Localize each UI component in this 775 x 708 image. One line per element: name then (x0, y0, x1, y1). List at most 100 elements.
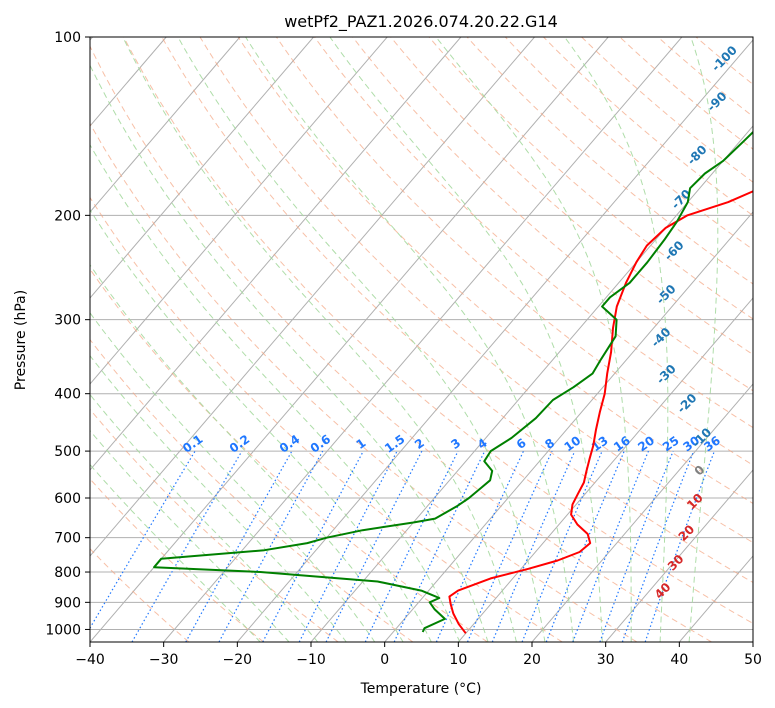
isotherm-line (678, 555, 753, 642)
isotherm-line (90, 37, 462, 471)
mixing-ratio-line (90, 450, 196, 630)
dry-adiabat-line (90, 478, 264, 642)
isotherm-line (163, 37, 683, 642)
dry-adiabat-line (390, 37, 753, 356)
mixing-ratio-label: 0.4 (277, 432, 302, 456)
x-tick-label: 0 (380, 652, 389, 668)
dry-adiabat-line (90, 196, 563, 642)
mixing-ratio-line (491, 450, 576, 642)
x-tick-label: −20 (223, 652, 253, 668)
mixing-ratio-line (364, 450, 459, 642)
y-tick-label: 1000 (45, 622, 81, 638)
dry-adiabat-line (90, 408, 339, 642)
y-tick-label: 900 (54, 595, 81, 611)
mixing-ratio-line (466, 450, 553, 642)
isotherm-line (531, 383, 753, 642)
mixing-ratio-label: 2 (412, 436, 427, 452)
dry-adiabat-line (90, 122, 638, 642)
dry-adiabat-line (90, 268, 488, 642)
x-tick-label: 40 (670, 652, 688, 668)
y-tick-label: 300 (54, 313, 81, 329)
isotherm-line (90, 37, 609, 642)
temperature-profile-line (448, 190, 753, 634)
dry-adiabat-line (275, 37, 753, 466)
dry-adiabat-line (314, 37, 753, 429)
dry-adiabat-line (504, 37, 753, 251)
mixing-ratio-line (599, 450, 674, 642)
dry-adiabat-line (123, 37, 753, 624)
isotherm-line (605, 469, 753, 642)
y-tick-label: 100 (54, 30, 81, 46)
mixing-ratio-line (621, 450, 695, 642)
dry-adiabat-line (237, 37, 753, 505)
mixing-ratio-line (218, 450, 324, 642)
moist-adiabat-line (688, 37, 719, 642)
mixing-ratio-label: 0.1 (180, 432, 205, 456)
dry-adiabat-line (657, 37, 753, 118)
moist-adiabat-line (90, 208, 432, 642)
mixing-ratio-line (572, 450, 650, 642)
isotherm-line (752, 641, 753, 642)
mixing-ratio-line (644, 450, 715, 642)
isotherm-line (90, 37, 388, 385)
axes: −40 −30 −20 −10 0 10 20 30 40 5010020030040050060… (45, 30, 762, 668)
mixing-ratio-line (545, 450, 625, 642)
isotherm-line (90, 37, 535, 557)
dry-adiabat-line (90, 547, 190, 642)
dry-adiabat-label: 30 (665, 552, 687, 574)
moist-adiabat-line (122, 37, 517, 642)
x-tick-label: 30 (597, 652, 615, 668)
mixing-ratio-line (521, 450, 603, 642)
moist-adiabat-line (435, 37, 632, 642)
dry-adiabat-line (90, 338, 414, 642)
mixing-ratio-line (325, 450, 423, 642)
moist-adiabat-line (90, 264, 404, 642)
dry-adiabat-line (352, 37, 753, 392)
isotherm-line (90, 37, 241, 213)
isotherm-line (384, 211, 753, 642)
dewpoint-profile-line (153, 130, 753, 633)
x-tick-label: 20 (523, 652, 541, 668)
y-tick-label: 800 (54, 565, 81, 581)
mixing-ratio-line (262, 450, 364, 642)
dry-adiabat-line (695, 37, 753, 86)
moist-adiabat-line (90, 311, 376, 642)
dry-adiabat-line (199, 37, 753, 544)
dry-adiabat-line (428, 37, 753, 320)
y-tick-label: 400 (54, 387, 81, 403)
moist-adiabat-line (90, 393, 319, 642)
mixing-ratio-line (131, 450, 243, 642)
moist-adiabat-line (90, 143, 461, 642)
dry-adiabat-label: -40 (648, 325, 673, 350)
y-tick-label: 600 (54, 491, 81, 507)
dry-adiabat-label: -20 (674, 391, 699, 416)
y-tick-label: 200 (54, 208, 81, 224)
moist-adiabat-line (245, 37, 575, 642)
dry-adiabat-line (90, 45, 712, 642)
dry-adiabat-label: 20 (676, 522, 698, 544)
moist-adiabat-line (329, 37, 603, 642)
moist-adiabat-line (90, 429, 290, 642)
moist-adiabat-line (90, 354, 347, 642)
x-tick-label: 10 (449, 652, 467, 668)
x-axis-label: Temperature (°C) (360, 681, 482, 697)
y-axis-label: Pressure (hPa) (13, 290, 29, 390)
dry-adiabat-line (161, 37, 753, 584)
mixing-ratio-label: 0.6 (308, 432, 333, 456)
mixing-ratio-label: 3 (448, 436, 463, 452)
x-tick-label: −40 (75, 652, 105, 668)
moist-adiabat-line (564, 37, 669, 642)
y-tick-label: 700 (54, 531, 81, 547)
mixing-ratio-label: 1.5 (382, 432, 407, 456)
isotherm-line (236, 39, 753, 642)
dry-adiabat-label: 40 (652, 580, 674, 602)
plot-frame (89, 36, 754, 643)
mixing-ratio-label: 6 (514, 436, 529, 452)
x-tick-label: −30 (149, 652, 179, 668)
y-tick-label: 500 (54, 444, 81, 460)
chart-title: wetPf2_PAZ1.2026.074.20.22.G14 (284, 12, 558, 32)
mixing-ratio-line (185, 450, 293, 642)
dry-adiabat-label: 10 (684, 491, 706, 513)
